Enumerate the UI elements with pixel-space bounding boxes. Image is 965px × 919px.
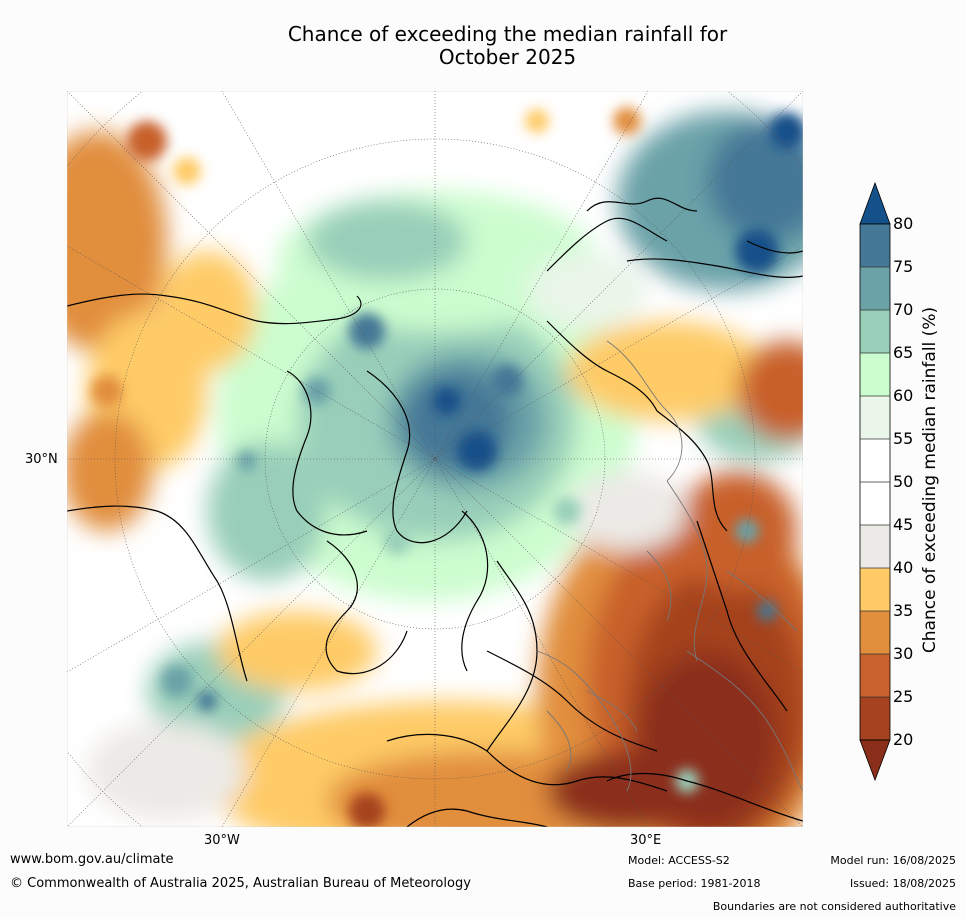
colorbar-tick-45: 45: [893, 515, 914, 534]
colorbar-tick-65: 65: [893, 343, 914, 362]
colorbar-tick-35: 35: [893, 601, 914, 620]
colorbar-35-40: [860, 568, 890, 611]
colorbar-tick-20: 20: [893, 730, 914, 749]
colorbar-50-55: [860, 439, 890, 482]
colorbar-tick-40: 40: [893, 558, 914, 577]
colorbar-tick-55: 55: [893, 429, 914, 448]
colorbar-tick-70: 70: [893, 300, 914, 319]
colorbar-45-50: [860, 482, 890, 525]
lon-label-30e: 30°E: [630, 833, 662, 848]
colorbar-25-30: [860, 654, 890, 697]
country-borders: [536, 340, 803, 792]
map-title-line1: Chance of exceeding the median rainfall …: [287, 22, 728, 46]
colorbar-tick-60: 60: [893, 386, 914, 405]
graticule: [67, 91, 803, 827]
colorbar-tick-75: 75: [893, 257, 914, 276]
colorbar-75-80: [860, 224, 890, 267]
colorbar-55-60: [860, 396, 890, 439]
colorbar-upper-arrow: [859, 182, 891, 225]
colorbar: [859, 182, 891, 782]
polar-map-svg: [67, 91, 803, 827]
colorbar-40-45: [860, 525, 890, 568]
footer-copyright: © Commonwealth of Australia 2025, Austra…: [10, 876, 471, 891]
footer-disclaimer: Boundaries are not considered authoritat…: [712, 900, 956, 913]
colorbar-30-35: [860, 611, 890, 654]
forecast-map: [67, 91, 803, 827]
colorbar-70-75: [860, 267, 890, 310]
colorbar-lower-arrow: [859, 739, 891, 782]
probability-field: [67, 111, 803, 827]
footer-base-period: Base period: 1981-2018: [628, 877, 761, 890]
footer-url: www.bom.gov.au/climate: [10, 852, 174, 867]
footer-issued: Issued: 18/08/2025: [849, 877, 956, 890]
colorbar-20-25: [860, 697, 890, 740]
coastlines: [67, 197, 803, 827]
footer-model-run: Model run: 16/08/2025: [830, 854, 956, 867]
map-title-line2: October 2025: [438, 45, 577, 69]
colorbar-65-70: [860, 310, 890, 353]
colorbar-60-65: [860, 353, 890, 396]
colorbar-tick-25: 25: [893, 687, 914, 706]
colorbar-tick-30: 30: [893, 644, 914, 663]
footer-model: Model: ACCESS-S2: [628, 854, 730, 867]
lon-label-30w: 30°W: [204, 833, 240, 848]
colorbar-tick-50: 50: [893, 472, 914, 491]
colorbar-tick-80: 80: [893, 214, 914, 233]
colorbar-label: Chance of exceeding median rainfall (%): [920, 306, 940, 654]
lat-label-30n: 30°N: [25, 452, 58, 467]
